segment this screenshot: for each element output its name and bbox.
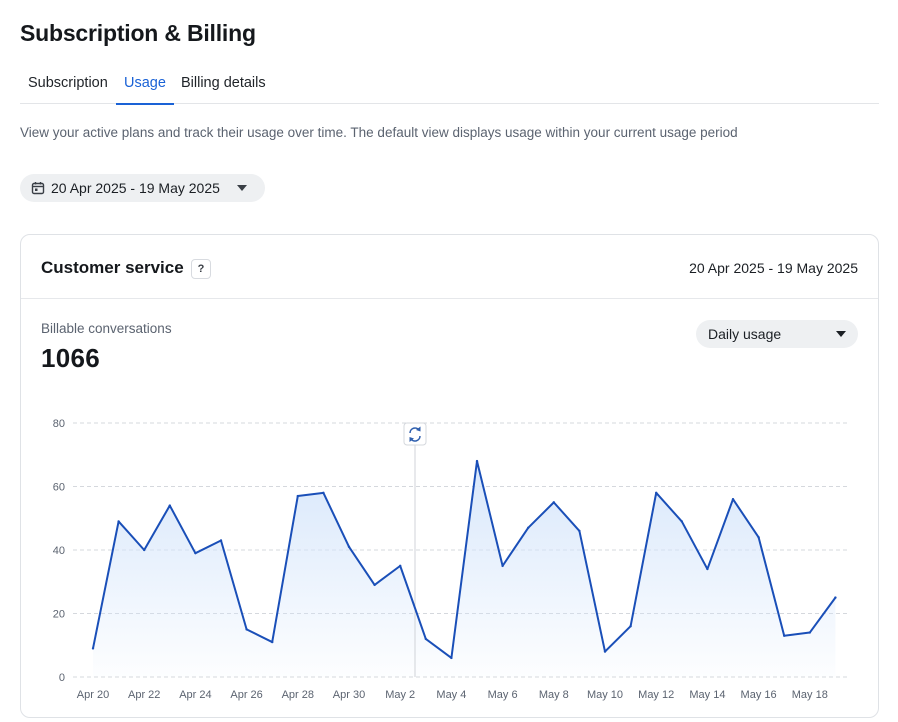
data-point bbox=[450, 656, 453, 660]
usage-granularity-select[interactable]: Daily usage bbox=[696, 320, 858, 348]
refresh-icon[interactable] bbox=[403, 422, 427, 446]
x-tick-label: May 8 bbox=[539, 689, 569, 701]
data-point bbox=[296, 494, 299, 498]
data-point bbox=[219, 539, 223, 542]
data-point bbox=[706, 567, 709, 571]
data-point bbox=[680, 520, 683, 523]
metric-value: 1066 bbox=[41, 343, 101, 373]
usage-card: Customer service ? 20 Apr 2025 - 19 May … bbox=[20, 234, 879, 718]
y-tick-label: 40 bbox=[53, 545, 65, 557]
x-tick-label: May 10 bbox=[587, 689, 623, 701]
data-point bbox=[834, 596, 837, 599]
x-tick-label: May 12 bbox=[638, 689, 674, 701]
y-tick-label: 60 bbox=[53, 482, 65, 494]
y-tick-label: 0 bbox=[59, 672, 65, 684]
data-point bbox=[271, 640, 274, 644]
data-point bbox=[399, 564, 402, 568]
card-title: Customer service bbox=[41, 258, 184, 277]
x-tick-label: Apr 24 bbox=[179, 689, 211, 701]
x-tick-label: Apr 20 bbox=[77, 689, 109, 701]
page-title: Subscription & Billing bbox=[20, 20, 256, 46]
data-point bbox=[194, 551, 197, 555]
x-tick-label: May 6 bbox=[488, 689, 518, 701]
chevron-down-icon bbox=[237, 185, 247, 191]
y-tick-label: 20 bbox=[53, 609, 65, 621]
data-point bbox=[245, 628, 248, 631]
x-tick-label: May 18 bbox=[792, 689, 828, 701]
chevron-down-icon bbox=[836, 331, 846, 337]
chart-line bbox=[92, 460, 837, 659]
usage-chart: 0 20 40 60 80 Apr 20 Apr 22 Apr 24 Apr 26 Apr 28 A… bbox=[53, 418, 848, 701]
card-header: Customer service ? 20 Apr 2025 - 19 May … bbox=[21, 235, 878, 299]
card-date-range: 20 Apr 2025 - 19 May 2025 bbox=[689, 260, 858, 276]
tab-bar: Subscription Usage Billing details bbox=[20, 66, 879, 105]
data-point bbox=[808, 631, 811, 634]
x-tick-label: May 14 bbox=[689, 689, 725, 701]
tab-billing-details[interactable]: Billing details bbox=[181, 75, 266, 91]
data-point bbox=[757, 536, 760, 539]
data-point bbox=[527, 526, 530, 529]
x-tick-label: Apr 26 bbox=[230, 689, 262, 701]
date-range-value: 20 Apr 2025 - 19 May 2025 bbox=[51, 180, 220, 196]
data-point bbox=[603, 650, 607, 653]
x-tick-label: Apr 28 bbox=[282, 689, 314, 701]
data-point bbox=[91, 647, 95, 650]
data-point bbox=[629, 625, 632, 628]
usage-granularity-value: Daily usage bbox=[708, 326, 782, 342]
data-point bbox=[578, 529, 581, 533]
data-point bbox=[501, 564, 504, 568]
data-point bbox=[347, 545, 351, 549]
data-point bbox=[424, 637, 427, 641]
calendar-icon bbox=[31, 182, 45, 195]
tab-usage[interactable]: Usage bbox=[116, 66, 174, 105]
data-point bbox=[373, 583, 376, 587]
data-point bbox=[168, 504, 171, 507]
x-tick-label: Apr 22 bbox=[128, 689, 160, 701]
data-point bbox=[117, 520, 120, 523]
data-point bbox=[552, 501, 555, 504]
data-point bbox=[322, 491, 325, 495]
tab-subscription[interactable]: Subscription bbox=[28, 75, 108, 91]
x-tick-label: May 16 bbox=[741, 689, 777, 701]
data-point bbox=[143, 548, 146, 552]
data-point bbox=[475, 459, 479, 463]
page-description: View your active plans and track their u… bbox=[20, 125, 738, 140]
x-tick-label: May 2 bbox=[385, 689, 415, 701]
data-point bbox=[655, 491, 658, 495]
x-tick-label: Apr 30 bbox=[333, 689, 365, 701]
x-tick-label: May 4 bbox=[436, 689, 466, 701]
date-range-picker[interactable]: 20 Apr 2025 - 19 May 2025 bbox=[20, 174, 265, 202]
chart-area bbox=[93, 461, 836, 677]
data-point bbox=[731, 498, 735, 501]
metric-label: Billable conversations bbox=[41, 321, 172, 336]
data-point bbox=[783, 634, 786, 637]
y-tick-label: 80 bbox=[53, 418, 65, 430]
help-icon[interactable]: ? bbox=[191, 259, 211, 279]
